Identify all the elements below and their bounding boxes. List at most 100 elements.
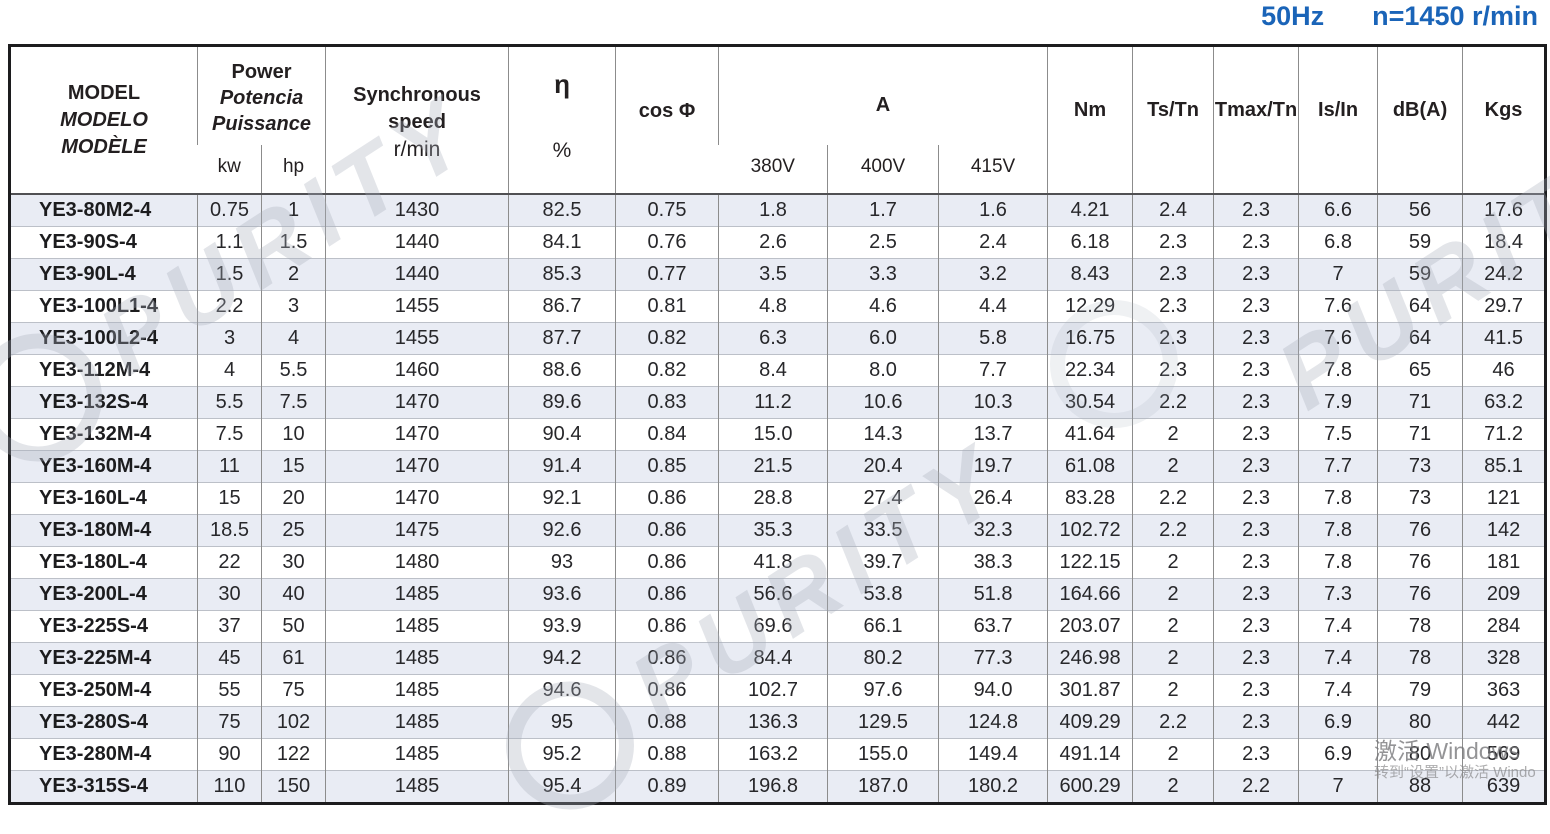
cell-tmax-tn: 2.3 [1213, 322, 1299, 355]
cell-power-factor: 0.86 [615, 642, 719, 675]
col-header-power: Power Potencia Puissance [196, 45, 326, 145]
cell-model: YE3-280M-4 [9, 738, 198, 771]
cell-current-400v: 6.0 [827, 322, 939, 355]
cell-current-415v: 13.7 [938, 418, 1048, 451]
cell-power-factor: 0.86 [615, 482, 719, 515]
table-row: YE3-112M-4 4 5.5 1460 88.6 0.82 8.4 8.0 7.7 22.34… [9, 354, 1546, 387]
cell-power-hp: 30 [260, 546, 326, 579]
cell-current-415v: 26.4 [938, 482, 1048, 515]
cell-current-400v: 3.3 [827, 258, 939, 291]
cell-is-in: 6.8 [1298, 226, 1378, 259]
cell-power-kw: 4 [197, 354, 262, 387]
cell-current-380v: 21.5 [718, 450, 828, 483]
cell-sync-speed: 1480 [325, 546, 509, 579]
cell-efficiency: 86.7 [508, 290, 616, 323]
cell-torque-nm: 164.66 [1047, 578, 1133, 611]
table-row: YE3-200L-4 30 40 1485 93.6 0.86 56.6 53.8 51.8 16… [9, 578, 1546, 611]
cell-ts-tn: 2 [1132, 450, 1214, 483]
cell-current-400v: 4.6 [827, 290, 939, 323]
cell-tmax-tn: 2.3 [1213, 418, 1299, 451]
cell-sync-speed: 1485 [325, 610, 509, 643]
cell-power-kw: 3 [197, 322, 262, 355]
cell-is-in: 7.8 [1298, 546, 1378, 579]
col-header-model: MODEL MODELO MODÈLE [60, 81, 148, 158]
cell-tmax-tn: 2.3 [1213, 450, 1299, 483]
cell-sync-speed: 1485 [325, 706, 509, 739]
cell-is-in: 7.8 [1298, 354, 1378, 387]
cell-sync-speed: 1460 [325, 354, 509, 387]
cell-current-400v: 33.5 [827, 514, 939, 547]
cell-power-factor: 0.82 [615, 322, 719, 355]
cell-current-400v: 8.0 [827, 354, 939, 387]
cell-model: YE3-100L2-4 [9, 322, 198, 355]
cell-ts-tn: 2.3 [1132, 322, 1214, 355]
table-body: YE3-80M2-4 0.75 1 1430 82.5 0.75 1.8 1.7 1.6 4.21… [9, 193, 1546, 804]
cell-kgs: 18.4 [1462, 226, 1546, 259]
frequency-label: 50Hz [1261, 1, 1325, 31]
cell-power-factor: 0.86 [615, 546, 719, 579]
cell-current-415v: 94.0 [938, 674, 1048, 707]
cell-is-in: 7.4 [1298, 674, 1378, 707]
cell-current-380v: 1.8 [718, 193, 828, 227]
cell-model: YE3-280S-4 [9, 706, 198, 739]
cell-db: 79 [1377, 674, 1463, 707]
cell-sync-speed: 1470 [325, 386, 509, 419]
cell-power-kw: 75 [197, 706, 262, 739]
cell-tmax-tn: 2.3 [1213, 706, 1299, 739]
cell-current-415v: 63.7 [938, 610, 1048, 643]
cell-power-hp: 150 [260, 770, 326, 804]
cell-kgs: 639 [1462, 770, 1546, 804]
cell-power-factor: 0.86 [615, 578, 719, 611]
cell-ts-tn: 2 [1132, 546, 1214, 579]
cell-power-factor: 0.81 [615, 290, 719, 323]
cell-efficiency: 85.3 [508, 258, 616, 291]
cell-kgs: 71.2 [1462, 418, 1546, 451]
cell-kgs: 328 [1462, 642, 1546, 675]
cell-sync-speed: 1475 [325, 514, 509, 547]
cell-ts-tn: 2.2 [1132, 514, 1214, 547]
cell-power-kw: 37 [197, 610, 262, 643]
cell-current-415v: 10.3 [938, 386, 1048, 419]
cell-torque-nm: 61.08 [1047, 450, 1133, 483]
cell-power-hp: 61 [260, 642, 326, 675]
cell-power-factor: 0.76 [615, 226, 719, 259]
col-header-tmax-tn: Tmax/Tn [1213, 45, 1299, 194]
cell-current-380v: 11.2 [718, 386, 828, 419]
cell-torque-nm: 491.14 [1047, 738, 1133, 771]
cell-power-kw: 30 [197, 578, 262, 611]
cell-efficiency: 91.4 [508, 450, 616, 483]
cell-kgs: 442 [1462, 706, 1546, 739]
cell-current-415v: 38.3 [938, 546, 1048, 579]
cell-current-400v: 2.5 [827, 226, 939, 259]
cell-current-400v: 14.3 [827, 418, 939, 451]
cell-ts-tn: 2 [1132, 770, 1214, 804]
cell-torque-nm: 246.98 [1047, 642, 1133, 675]
subheader-415v: 415V [938, 145, 1048, 194]
subheader-kw: kw [217, 156, 241, 177]
cell-ts-tn: 2.3 [1132, 258, 1214, 291]
cell-tmax-tn: 2.3 [1213, 514, 1299, 547]
cell-power-kw: 15 [197, 482, 262, 515]
cell-db: 78 [1377, 642, 1463, 675]
table-header: MODEL MODELO MODÈLE Power Potencia Puiss… [10, 45, 1546, 194]
cell-ts-tn: 2 [1132, 738, 1214, 771]
cell-efficiency: 95 [508, 706, 616, 739]
cell-model: YE3-225M-4 [9, 642, 198, 675]
cell-current-400v: 97.6 [827, 674, 939, 707]
cell-efficiency: 87.7 [508, 322, 616, 355]
cell-power-kw: 0.75 [197, 193, 262, 227]
cell-efficiency: 84.1 [508, 226, 616, 259]
cell-current-380v: 163.2 [718, 738, 828, 771]
cell-power-factor: 0.77 [615, 258, 719, 291]
cell-current-415v: 7.7 [938, 354, 1048, 387]
cell-torque-nm: 12.29 [1047, 290, 1133, 323]
cell-tmax-tn: 2.3 [1213, 354, 1299, 387]
cell-tmax-tn: 2.3 [1213, 193, 1299, 227]
table-row: YE3-280S-4 75 102 1485 95 0.88 136.3 129.5 124.8… [9, 706, 1546, 739]
cell-power-factor: 0.75 [615, 193, 719, 227]
cell-sync-speed: 1485 [325, 642, 509, 675]
rated-speed-label: n=1450 r/min [1372, 1, 1538, 31]
cell-kgs: 41.5 [1462, 322, 1546, 355]
cell-sync-speed: 1485 [325, 770, 509, 804]
cell-sync-speed: 1485 [325, 578, 509, 611]
